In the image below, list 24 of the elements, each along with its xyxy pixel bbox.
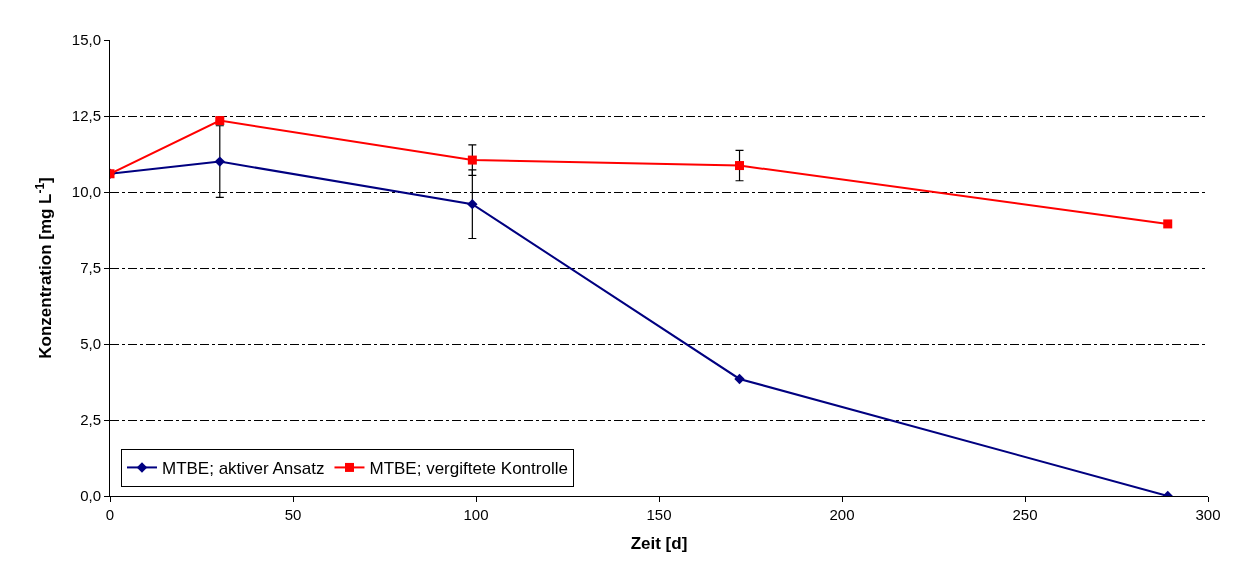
x-tick-label: 250 xyxy=(1012,506,1038,523)
legend-label: MTBE; vergiftete Kontrolle xyxy=(369,459,568,479)
y-tick-label: 7,5 xyxy=(80,259,101,277)
y-tick-label: 12,5 xyxy=(71,107,101,125)
x-tick-label: 150 xyxy=(646,506,672,523)
x-tick-label: 200 xyxy=(829,506,855,523)
point xyxy=(735,161,745,171)
point xyxy=(1163,219,1173,229)
y-tick-label: 0,0 xyxy=(80,487,101,505)
x-tick-label: 100 xyxy=(463,506,489,523)
point xyxy=(215,116,225,126)
legend-label: MTBE; aktiver Ansatz xyxy=(161,459,325,479)
point xyxy=(467,155,477,165)
y-tick-label: 15,0 xyxy=(71,31,101,49)
x-axis-title: Zeit [d] xyxy=(630,534,688,554)
x-tick-label: 50 xyxy=(284,506,302,523)
point xyxy=(467,198,478,210)
point xyxy=(734,373,745,385)
point xyxy=(214,156,225,167)
y-tick-label: 2,5 xyxy=(80,411,101,429)
x-tick-label: 0 xyxy=(105,506,115,523)
x-tick-label: 300 xyxy=(1195,506,1221,523)
y-tick-label: 5,0 xyxy=(80,335,101,353)
y-tick-label: 10,0 xyxy=(71,183,101,201)
